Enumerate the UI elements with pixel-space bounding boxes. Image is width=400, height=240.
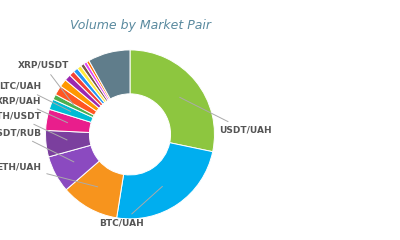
Text: XRP/UAH: XRP/UAH: [0, 96, 68, 123]
Wedge shape: [87, 60, 110, 100]
Text: XRP/USDT: XRP/USDT: [18, 61, 74, 105]
Wedge shape: [81, 64, 108, 102]
Wedge shape: [56, 86, 97, 115]
Wedge shape: [46, 109, 91, 132]
Wedge shape: [89, 50, 130, 99]
Wedge shape: [117, 143, 213, 219]
Wedge shape: [70, 72, 103, 106]
Text: ETH/UAH: ETH/UAH: [0, 162, 98, 187]
Wedge shape: [130, 50, 214, 152]
Wedge shape: [74, 68, 105, 104]
Wedge shape: [77, 66, 106, 103]
Wedge shape: [49, 99, 93, 122]
Text: USDT/UAH: USDT/UAH: [180, 97, 271, 135]
Text: BTC/UAH: BTC/UAH: [99, 186, 162, 228]
Wedge shape: [46, 130, 91, 157]
Wedge shape: [84, 62, 109, 100]
Wedge shape: [60, 80, 99, 111]
Wedge shape: [66, 161, 124, 218]
Text: USDT/RUB: USDT/RUB: [0, 128, 74, 162]
Text: Volume by Market Pair: Volume by Market Pair: [70, 19, 210, 32]
Text: LTC/UAH: LTC/UAH: [0, 82, 71, 111]
Wedge shape: [53, 95, 94, 118]
Wedge shape: [48, 145, 99, 190]
Wedge shape: [66, 75, 101, 108]
Text: ETH/USDT: ETH/USDT: [0, 111, 67, 140]
